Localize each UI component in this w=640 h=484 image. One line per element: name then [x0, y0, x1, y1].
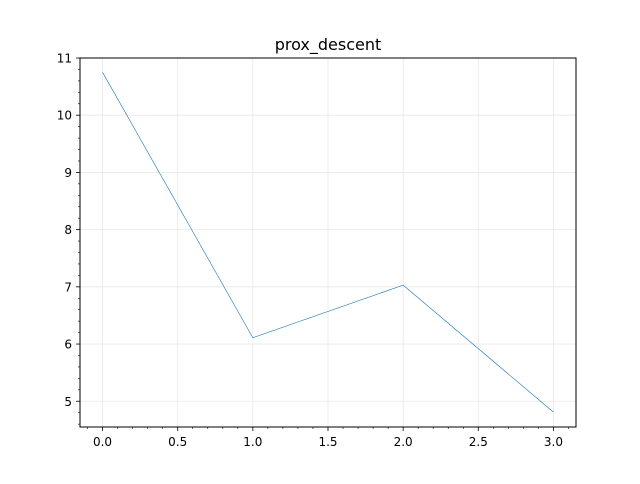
y-tick-label: 7 [64, 280, 72, 294]
x-tick-label: 3.0 [544, 435, 563, 449]
x-tick-label: 0.0 [93, 435, 112, 449]
y-tick-label: 11 [57, 52, 72, 66]
x-tick-label: 1.0 [243, 435, 262, 449]
x-tick-label: 1.5 [318, 435, 337, 449]
x-tick-label: 0.5 [168, 435, 187, 449]
x-tick-label: 2.0 [394, 435, 413, 449]
y-tick-label: 8 [64, 223, 72, 237]
y-tick-label: 10 [57, 109, 72, 123]
series-layer [102, 72, 554, 413]
y-tick-label: 6 [64, 338, 72, 352]
y-tick-label: 5 [64, 395, 72, 409]
y-tick-label: 9 [64, 166, 72, 180]
axis-ticks: 0.0 0.5 1.0 1.5 2.0 2.5 3.0 5 6 7 8 9 10 11 [57, 52, 569, 449]
series-line [102, 72, 554, 413]
x-tick-label: 2.5 [469, 435, 488, 449]
chart-title: prox_descent [275, 35, 382, 55]
